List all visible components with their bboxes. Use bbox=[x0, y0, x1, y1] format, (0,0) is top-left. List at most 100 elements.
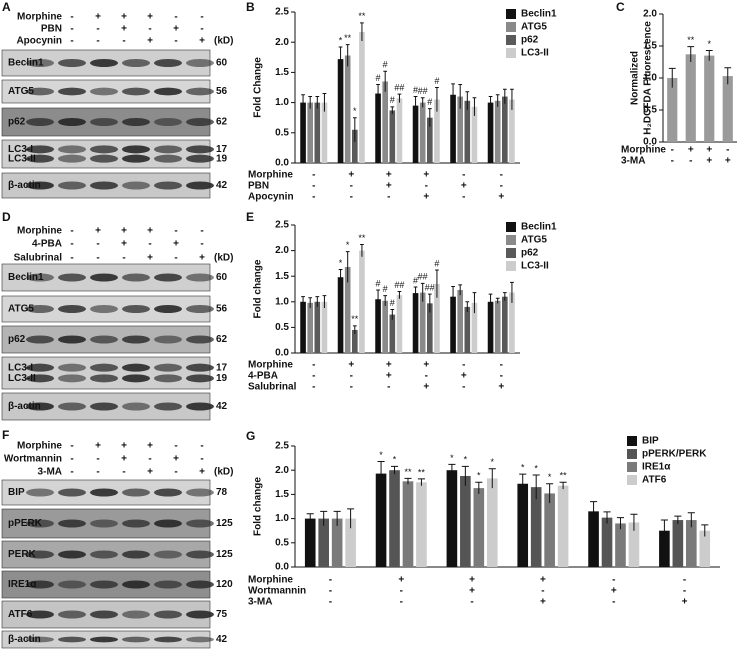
band-name: β-actin bbox=[8, 634, 41, 645]
blot-band bbox=[122, 273, 150, 282]
blot-band bbox=[122, 374, 150, 383]
treatment-sign: - bbox=[726, 145, 729, 156]
blot-band bbox=[90, 488, 118, 497]
blot-strip bbox=[1, 356, 211, 390]
band-kd: 60 bbox=[216, 58, 228, 69]
treatment-sign: - bbox=[96, 454, 99, 465]
bar bbox=[457, 96, 463, 163]
blot-band bbox=[26, 154, 54, 163]
legend-label: LC3-II bbox=[521, 48, 549, 59]
treatment-sign: - bbox=[425, 181, 428, 192]
treatment-sign: + bbox=[121, 454, 127, 465]
blot-band bbox=[26, 363, 54, 372]
significance-mark: * bbox=[339, 35, 343, 45]
band-kd: 78 bbox=[216, 487, 228, 498]
treatment-sign: - bbox=[122, 36, 125, 47]
blot-band bbox=[122, 118, 150, 126]
treatment-sign: + bbox=[147, 467, 153, 478]
panel-label: A bbox=[2, 0, 11, 14]
treatment-sign: - bbox=[174, 226, 177, 237]
significance-mark: ** bbox=[358, 233, 366, 243]
band-name: LC3-II bbox=[8, 373, 36, 384]
bar bbox=[509, 99, 515, 163]
bar bbox=[659, 530, 670, 567]
blot-band bbox=[90, 145, 118, 154]
y-tick-label: 2.0 bbox=[275, 245, 289, 256]
treatment-sign: + bbox=[121, 441, 127, 452]
error-bar bbox=[590, 501, 598, 522]
error-bar bbox=[668, 67, 676, 88]
blot-band bbox=[154, 550, 182, 559]
blot-band bbox=[154, 335, 182, 344]
blot-band bbox=[186, 335, 214, 344]
treatment-label: Morphine bbox=[17, 12, 62, 23]
band-name: IRE1α bbox=[8, 579, 37, 590]
y-tick-label: 1.0 bbox=[275, 296, 289, 307]
error-bar bbox=[345, 251, 350, 283]
band-kd: 19 bbox=[216, 373, 228, 384]
error-bar bbox=[510, 88, 514, 110]
treatment-sign: - bbox=[70, 24, 73, 35]
significance-mark: # bbox=[434, 258, 439, 268]
blot-band bbox=[154, 402, 182, 411]
treatment-sign: - bbox=[70, 226, 73, 237]
blot-band bbox=[186, 273, 214, 282]
legend-swatch bbox=[627, 475, 637, 485]
bar bbox=[517, 483, 529, 567]
bar bbox=[667, 78, 678, 142]
error-bar bbox=[301, 94, 305, 111]
treatment-sign: + bbox=[95, 12, 101, 23]
treatment-label: Wortmannin bbox=[4, 454, 62, 465]
error-bar bbox=[360, 22, 364, 41]
error-bar bbox=[519, 473, 527, 494]
significance-mark: # bbox=[427, 97, 432, 107]
treatment-label: 3-MA bbox=[621, 156, 645, 167]
blot-band bbox=[154, 145, 182, 154]
treatment-sign: - bbox=[200, 441, 203, 452]
blot-band bbox=[186, 145, 214, 154]
band-kd: 56 bbox=[216, 304, 228, 315]
error-bar bbox=[546, 483, 554, 504]
bar bbox=[389, 314, 396, 353]
treatment-sign: + bbox=[611, 586, 617, 597]
blot-band bbox=[90, 118, 118, 126]
blot-band bbox=[58, 335, 86, 344]
bar bbox=[307, 102, 313, 163]
blot-band bbox=[122, 145, 150, 154]
bar bbox=[601, 517, 613, 567]
blot-band bbox=[122, 59, 150, 67]
y-tick-label: 0.0 bbox=[275, 158, 289, 169]
panel-label: D bbox=[2, 210, 11, 224]
error-bar bbox=[383, 295, 388, 306]
blot-band bbox=[26, 335, 54, 344]
bar bbox=[502, 96, 508, 163]
treatment-sign: - bbox=[612, 575, 615, 586]
significance-mark: # bbox=[434, 76, 439, 86]
treatment-sign: - bbox=[70, 253, 73, 264]
treatment-sign: - bbox=[500, 360, 503, 371]
significance-mark: ## bbox=[418, 272, 428, 282]
treatment-sign: + bbox=[423, 192, 429, 203]
blot-band bbox=[186, 118, 214, 126]
bar bbox=[307, 302, 313, 353]
treatment-sign: - bbox=[148, 24, 151, 35]
treatment-sign: - bbox=[70, 12, 73, 23]
bar bbox=[416, 482, 427, 567]
blot-band bbox=[154, 154, 182, 163]
significance-mark: # bbox=[413, 85, 418, 95]
band-name: pPERK bbox=[8, 518, 43, 529]
legend-label: p62 bbox=[521, 35, 539, 46]
error-bar bbox=[705, 49, 713, 61]
bar bbox=[375, 299, 381, 353]
blot-band bbox=[186, 374, 214, 383]
significance-mark: ** bbox=[351, 314, 359, 324]
significance-mark: # bbox=[376, 278, 381, 288]
kd-header: (kD) bbox=[214, 253, 233, 264]
y-tick-label: 2.0 bbox=[643, 9, 657, 20]
error-bar bbox=[420, 97, 425, 108]
bar bbox=[396, 295, 403, 353]
bar bbox=[314, 102, 321, 163]
treatment-sign: - bbox=[329, 597, 332, 608]
treatment-sign: + bbox=[386, 170, 392, 181]
bar bbox=[685, 54, 696, 142]
